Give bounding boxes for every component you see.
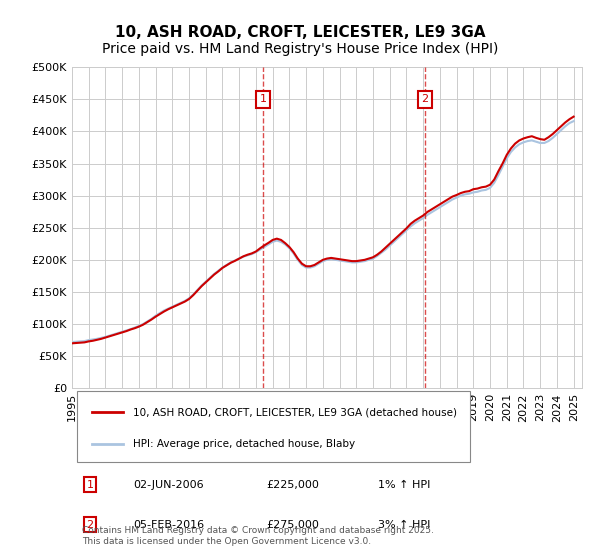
Text: £275,000: £275,000 [266,520,319,530]
Text: 10, ASH ROAD, CROFT, LEICESTER, LE9 3GA (detached house): 10, ASH ROAD, CROFT, LEICESTER, LE9 3GA … [133,407,457,417]
Text: HPI: Average price, detached house, Blaby: HPI: Average price, detached house, Blab… [133,440,355,450]
Text: 3% ↑ HPI: 3% ↑ HPI [378,520,430,530]
Text: 05-FEB-2016: 05-FEB-2016 [133,520,205,530]
Text: £225,000: £225,000 [266,479,319,489]
Text: Contains HM Land Registry data © Crown copyright and database right 2025.
This d: Contains HM Land Registry data © Crown c… [82,526,434,545]
Text: 10, ASH ROAD, CROFT, LEICESTER, LE9 3GA: 10, ASH ROAD, CROFT, LEICESTER, LE9 3GA [115,25,485,40]
Text: Price paid vs. HM Land Registry's House Price Index (HPI): Price paid vs. HM Land Registry's House … [102,42,498,56]
Text: 1% ↑ HPI: 1% ↑ HPI [378,479,430,489]
Text: 02-JUN-2006: 02-JUN-2006 [133,479,204,489]
Text: 2: 2 [421,94,428,104]
Text: 1: 1 [86,479,94,489]
Text: 2: 2 [86,520,94,530]
FancyBboxPatch shape [77,391,470,462]
Text: 1: 1 [259,94,266,104]
